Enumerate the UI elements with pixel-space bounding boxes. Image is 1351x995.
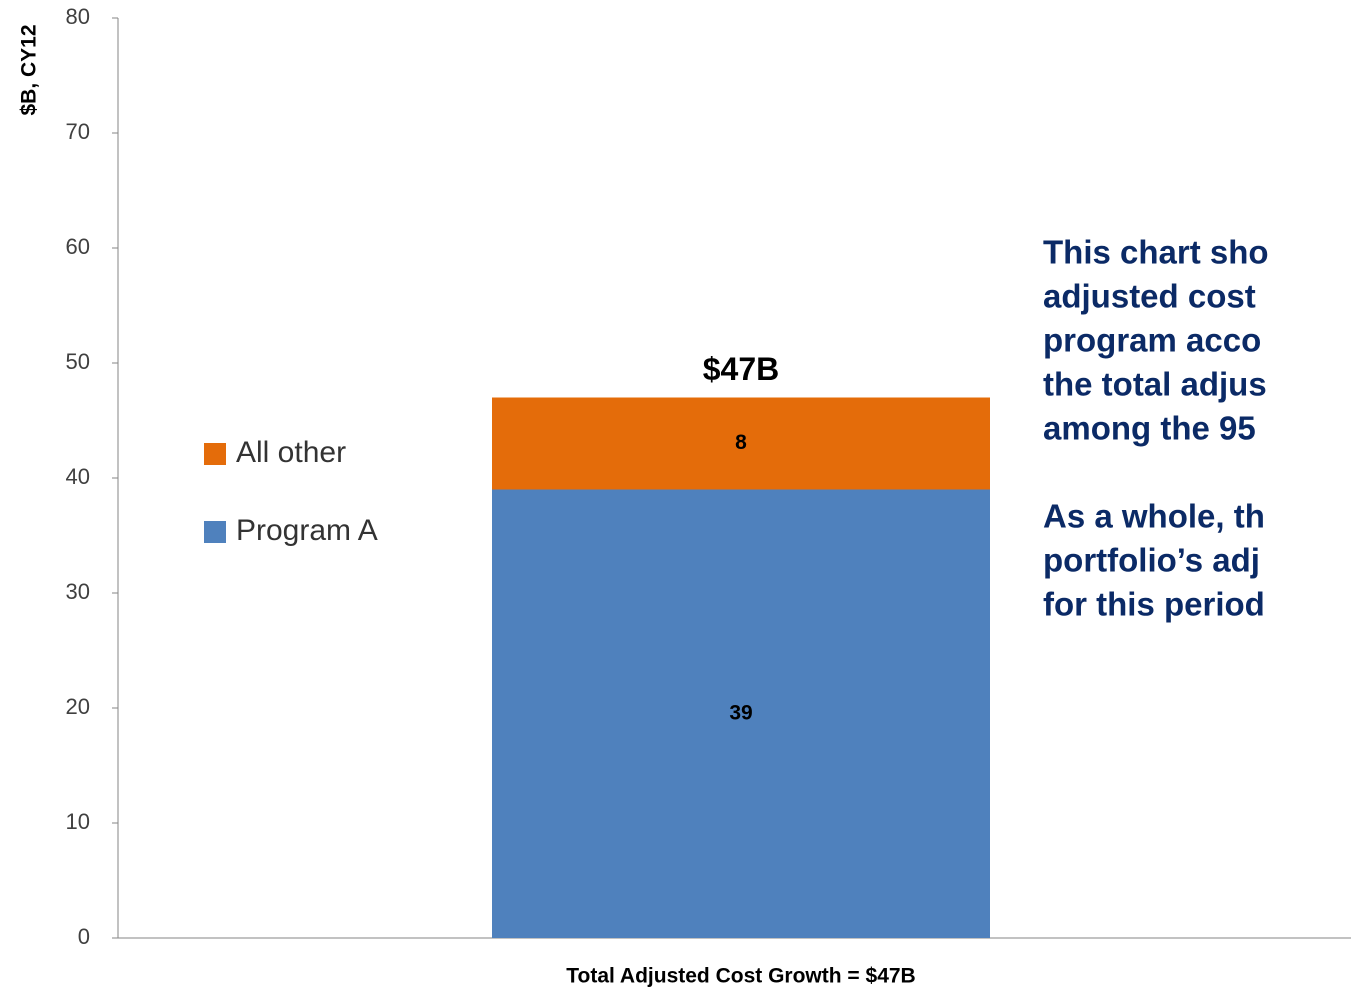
total-label: $47B <box>703 351 780 387</box>
y-tick-label: 50 <box>66 349 90 374</box>
data-label: 39 <box>729 701 752 724</box>
y-tick-label: 70 <box>66 119 90 144</box>
y-tick-label: 20 <box>66 694 90 719</box>
y-tick-label: 60 <box>66 234 90 259</box>
y-tick-label: 10 <box>66 809 90 834</box>
legend-label: Program A <box>236 514 378 547</box>
y-tick-label: 40 <box>66 464 90 489</box>
legend-label: All other <box>236 436 346 469</box>
y-axis-label: $B, CY12 <box>18 24 41 115</box>
annotation-line: program acco <box>1043 322 1261 359</box>
annotation-line: portfolio’s adj <box>1043 542 1260 579</box>
bar-segment <box>492 489 990 938</box>
y-tick-label: 30 <box>66 579 90 604</box>
annotation-line: the total adjus <box>1043 366 1267 403</box>
annotation-line: As a whole, th <box>1043 498 1265 535</box>
annotation-line: This chart sho <box>1043 234 1269 271</box>
annotation-line: adjusted cost <box>1043 278 1256 315</box>
annotation-line: for this period <box>1043 586 1265 623</box>
legend-swatch <box>204 521 226 543</box>
bar-segment <box>492 397 990 490</box>
y-tick-label: 0 <box>78 924 90 949</box>
x-axis-label: Total Adjusted Cost Growth = $47B <box>566 965 915 988</box>
annotation-line: among the 95 <box>1043 410 1256 447</box>
legend-swatch <box>204 443 226 465</box>
y-tick-label: 80 <box>66 4 90 29</box>
data-label: 8 <box>735 431 747 454</box>
